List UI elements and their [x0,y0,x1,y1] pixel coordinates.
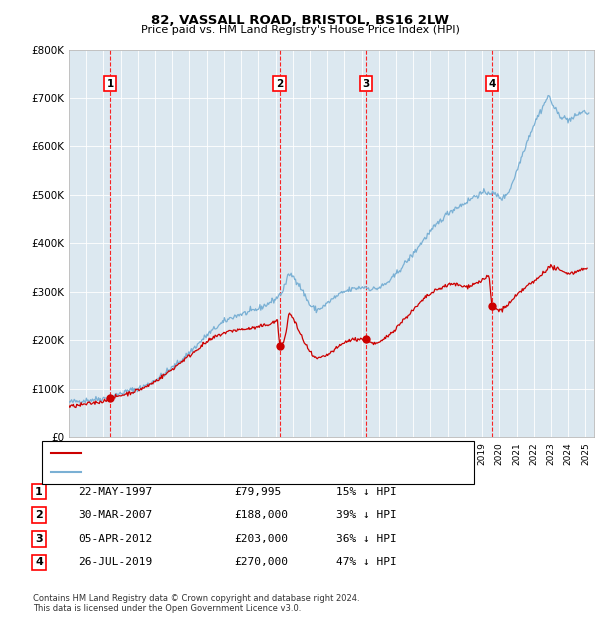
Text: This data is licensed under the Open Government Licence v3.0.: This data is licensed under the Open Gov… [33,603,301,613]
Text: 26-JUL-2019: 26-JUL-2019 [78,557,152,567]
Text: 15% ↓ HPI: 15% ↓ HPI [336,487,397,497]
Text: 3: 3 [35,534,43,544]
Text: 39% ↓ HPI: 39% ↓ HPI [336,510,397,520]
Text: 47% ↓ HPI: 47% ↓ HPI [336,557,397,567]
Text: 30-MAR-2007: 30-MAR-2007 [78,510,152,520]
Text: 1: 1 [35,487,43,497]
Text: Price paid vs. HM Land Registry's House Price Index (HPI): Price paid vs. HM Land Registry's House … [140,25,460,35]
Text: 4: 4 [488,79,496,89]
Text: HPI: Average price, detached house, City of Bristol: HPI: Average price, detached house, City… [87,467,350,477]
Text: 2: 2 [35,510,43,520]
Text: 22-MAY-1997: 22-MAY-1997 [78,487,152,497]
Text: 36% ↓ HPI: 36% ↓ HPI [336,534,397,544]
Text: 4: 4 [35,557,43,567]
Text: 3: 3 [362,79,370,89]
Text: Contains HM Land Registry data © Crown copyright and database right 2024.: Contains HM Land Registry data © Crown c… [33,593,359,603]
Text: £188,000: £188,000 [234,510,288,520]
Text: 05-APR-2012: 05-APR-2012 [78,534,152,544]
Text: £270,000: £270,000 [234,557,288,567]
Text: 82, VASSALL ROAD, BRISTOL, BS16 2LW (detached house): 82, VASSALL ROAD, BRISTOL, BS16 2LW (det… [87,448,390,458]
Text: 82, VASSALL ROAD, BRISTOL, BS16 2LW: 82, VASSALL ROAD, BRISTOL, BS16 2LW [151,14,449,27]
Text: £79,995: £79,995 [234,487,281,497]
Text: 2: 2 [276,79,283,89]
Text: £203,000: £203,000 [234,534,288,544]
Text: 1: 1 [106,79,113,89]
